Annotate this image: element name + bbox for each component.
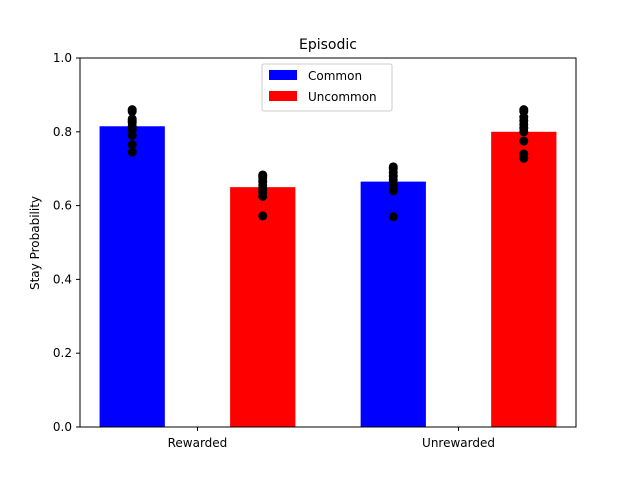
- y-axis-label: Stay Probability: [28, 196, 42, 290]
- chart-title: Episodic: [299, 37, 357, 53]
- point-common-unrewarded-8: [388, 162, 398, 172]
- point-common-rewarded-7: [127, 114, 137, 124]
- points-layer: [127, 105, 529, 222]
- legend-swatch-uncommon: [269, 91, 297, 101]
- y-tick-label-5: 1.0: [53, 51, 72, 65]
- legend: Common Uncommon: [261, 63, 393, 112]
- point-uncommon-unrewarded-1: [519, 149, 529, 159]
- plot-frame: [79, 57, 577, 428]
- y-tick-label-4: 0.8: [53, 125, 72, 139]
- bar-common-rewarded: [99, 126, 165, 427]
- y-tick-label-1: 0.2: [53, 346, 72, 360]
- point-uncommon-rewarded-8: [258, 170, 268, 180]
- x-axis: Rewarded Unrewarded: [168, 427, 495, 450]
- y-tick-label-3: 0.6: [53, 199, 72, 213]
- point-uncommon-rewarded-0: [258, 211, 268, 221]
- legend-label-uncommon: Uncommon: [308, 90, 377, 104]
- point-common-rewarded-9: [127, 105, 137, 115]
- legend-swatch-common: [269, 70, 297, 80]
- point-uncommon-unrewarded-9: [519, 105, 529, 115]
- y-axis: 0.0 0.2 0.4 0.6 0.8 1.0: [53, 51, 80, 434]
- y-tick-label-2: 0.4: [53, 272, 72, 286]
- x-tick-label-unrewarded: Unrewarded: [422, 436, 495, 450]
- x-tick-label-rewarded: Rewarded: [168, 436, 228, 450]
- bar-common-unrewarded: [360, 181, 426, 427]
- point-uncommon-unrewarded-2: [519, 136, 529, 146]
- legend-label-common: Common: [308, 69, 362, 83]
- y-tick-label-0: 0.0: [53, 420, 72, 434]
- point-common-rewarded-1: [127, 140, 137, 150]
- bars-layer: [99, 126, 557, 428]
- point-common-unrewarded-0: [388, 212, 398, 222]
- bar-uncommon-rewarded: [230, 187, 296, 427]
- point-common-rewarded-0: [127, 147, 137, 157]
- bar-uncommon-unrewarded: [491, 131, 557, 428]
